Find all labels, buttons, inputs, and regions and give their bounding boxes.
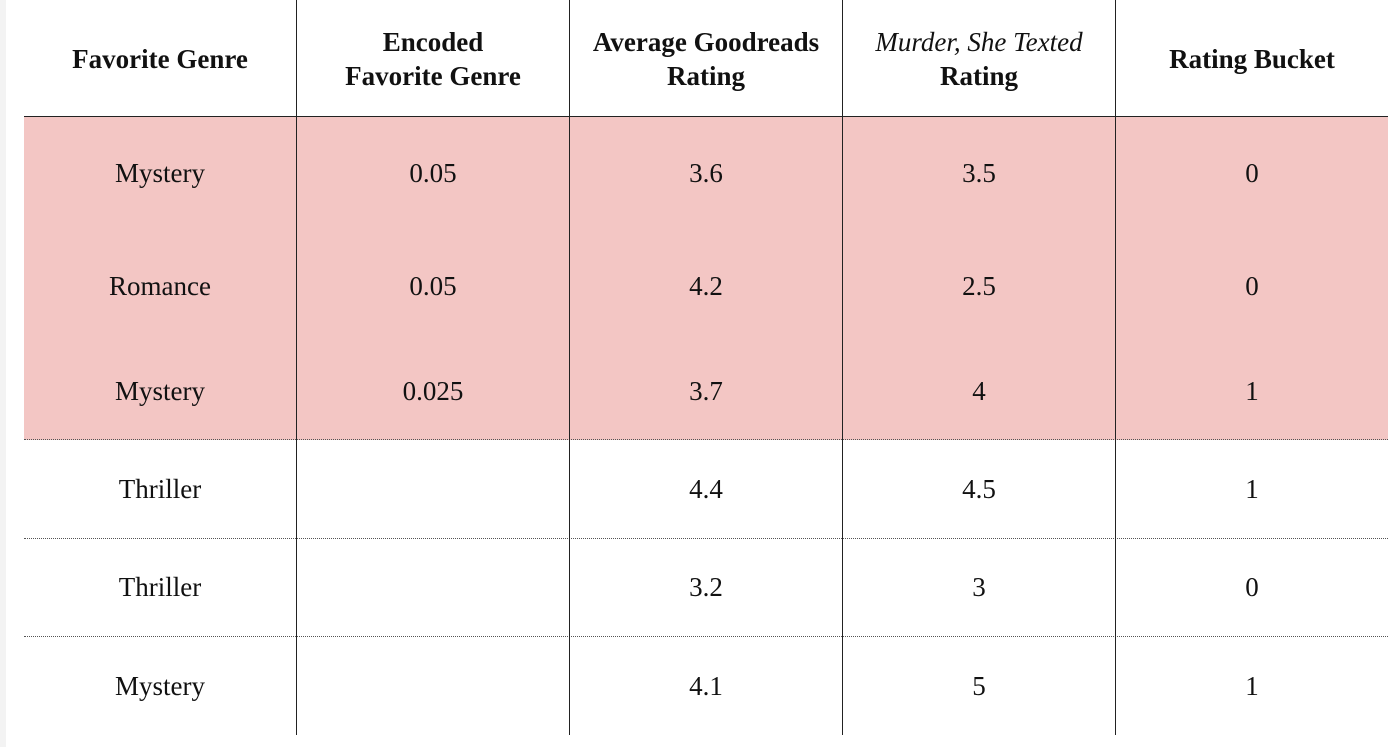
table-row: Mystery 4.1 5 1: [24, 636, 1388, 735]
page-left-edge: [0, 0, 6, 747]
cell-encoded-genre: [296, 538, 569, 636]
cell-favorite-genre: Thriller: [118, 572, 202, 602]
cell-mst-rating: 2.5: [842, 229, 1115, 342]
cell-average-goodreads: 4.4: [569, 439, 842, 538]
header-text: Rating: [666, 61, 745, 91]
cell-encoded-genre: 0.025: [296, 342, 569, 439]
table-row: Mystery 0.05 3.6 3.5 0: [24, 117, 1388, 230]
cell-rating-bucket: 0: [1115, 117, 1388, 229]
cell-favorite-genre: Mystery: [115, 158, 205, 188]
header-text: Encoded: [382, 27, 484, 57]
cell-encoded-genre: [296, 439, 569, 538]
cell-encoded-genre: 0.05: [296, 229, 569, 342]
table-row: Mystery 0.025 3.7 4 1: [24, 342, 1388, 440]
header-text: Average Goodreads: [592, 27, 820, 57]
table-header-row: Favorite Genre Encoded Favorite Genre Av…: [24, 0, 1388, 117]
header-text: Favorite Genre: [345, 61, 521, 91]
cell-encoded-genre: 0.05: [296, 117, 569, 229]
cell-mst-rating: 3: [842, 538, 1115, 636]
cell-average-goodreads: 3.7: [569, 342, 842, 439]
table-row: Thriller 4.4 4.5 1: [24, 439, 1388, 539]
cell-rating-bucket: 1: [1115, 636, 1388, 735]
table-row: Thriller 3.2 3 0: [24, 538, 1388, 637]
cell-average-goodreads: 4.1: [569, 636, 842, 735]
cell-mst-rating: 5: [842, 636, 1115, 735]
cell-rating-bucket: 0: [1115, 538, 1388, 636]
header-text: Murder, She Texted: [875, 27, 1083, 57]
cell-favorite-genre: Mystery: [115, 670, 205, 701]
cell-average-goodreads: 3.2: [569, 538, 842, 636]
header-murder-she-texted-rating: Murder, She Texted Rating: [842, 0, 1115, 116]
header-text: Favorite Genre: [72, 44, 248, 74]
header-favorite-genre: Favorite Genre: [24, 0, 296, 116]
cell-rating-bucket: 1: [1115, 342, 1388, 439]
cell-favorite-genre: Mystery: [115, 375, 205, 406]
header-rating-bucket: Rating Bucket: [1115, 0, 1388, 116]
table-row: Romance 0.05 4.2 2.5 0: [24, 229, 1388, 343]
header-average-goodreads-rating: Average Goodreads Rating: [569, 0, 842, 116]
cell-average-goodreads: 4.2: [569, 229, 842, 342]
header-text: Rating: [939, 61, 1018, 91]
cell-average-goodreads: 3.6: [569, 117, 842, 229]
cell-favorite-genre: Romance: [109, 270, 211, 301]
cell-rating-bucket: 0: [1115, 229, 1388, 342]
cell-mst-rating: 3.5: [842, 117, 1115, 229]
header-encoded-favorite-genre: Encoded Favorite Genre: [296, 0, 569, 116]
cell-encoded-genre: [296, 636, 569, 735]
cell-mst-rating: 4: [842, 342, 1115, 439]
data-table: Favorite Genre Encoded Favorite Genre Av…: [24, 0, 1388, 735]
cell-mst-rating: 4.5: [842, 439, 1115, 538]
cell-favorite-genre: Thriller: [118, 473, 202, 504]
cell-rating-bucket: 1: [1115, 439, 1388, 538]
header-text: Rating Bucket: [1169, 44, 1335, 74]
